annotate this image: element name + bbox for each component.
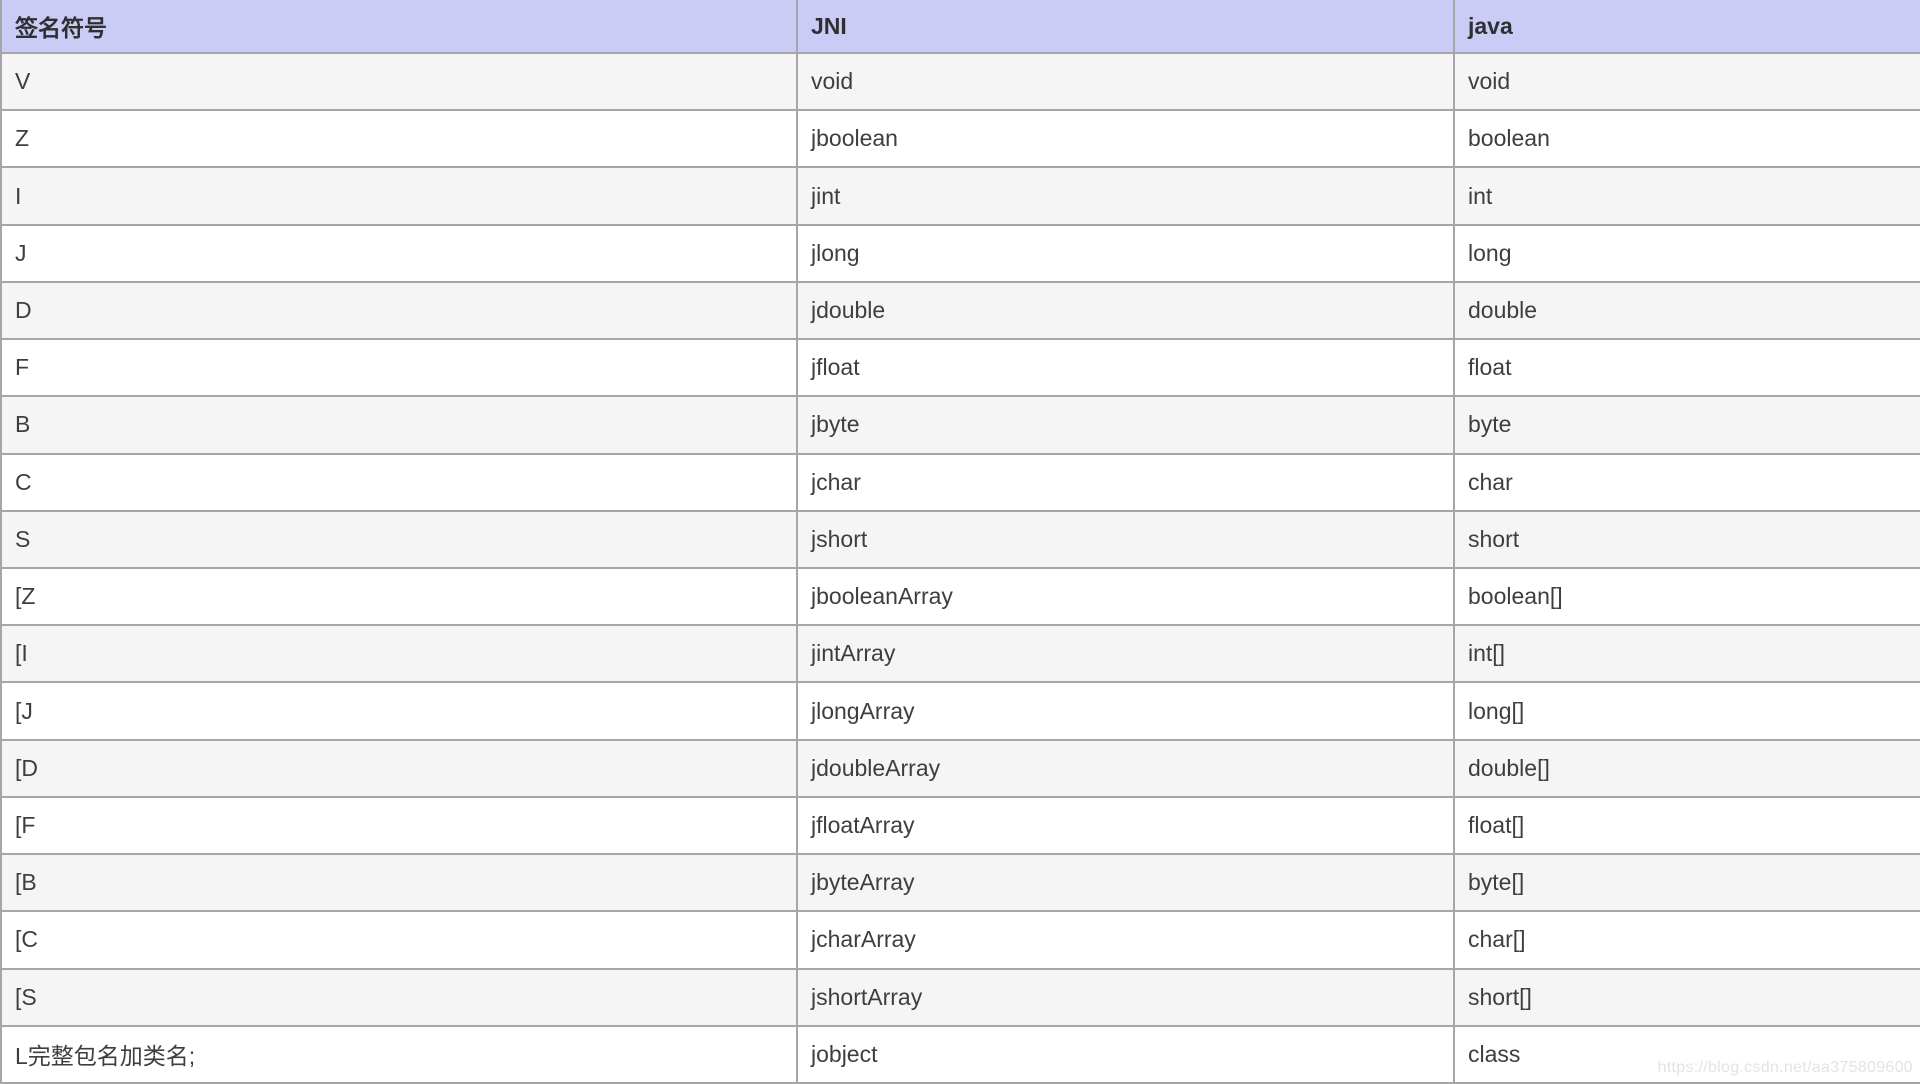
cell-java: boolean [1455, 111, 1920, 169]
col-header-signature: 签名符号 [0, 0, 798, 54]
cell-signature: [B [0, 855, 798, 913]
cell-java: long[] [1455, 683, 1920, 741]
cell-signature: [S [0, 969, 798, 1027]
cell-java: float[] [1455, 797, 1920, 856]
cell-signature: L完整包名加类名; [0, 1026, 798, 1084]
cell-java: int[] [1455, 626, 1920, 684]
cell-java: char [1455, 454, 1920, 512]
cell-jni: jboolean [798, 111, 1455, 169]
cell-jni: jintArray [798, 626, 1455, 684]
cell-signature: [F [0, 797, 798, 856]
cell-java: byte[] [1455, 855, 1920, 913]
cell-java: class [1455, 1026, 1920, 1084]
cell-java: double[] [1455, 740, 1920, 798]
cell-java: float [1455, 340, 1920, 398]
cell-java: byte [1455, 397, 1920, 455]
cell-signature: S [0, 511, 798, 569]
cell-jni: void [798, 54, 1455, 112]
cell-signature: [D [0, 740, 798, 798]
cell-jni: jint [798, 168, 1455, 226]
cell-signature: Z [0, 111, 798, 169]
cell-java: short[] [1455, 969, 1920, 1027]
cell-jni: jcharArray [798, 912, 1455, 970]
cell-signature: F [0, 340, 798, 398]
cell-signature: J [0, 225, 798, 283]
cell-jni: jbyteArray [798, 855, 1455, 913]
cell-jni: jfloat [798, 340, 1455, 398]
cell-jni: jchar [798, 454, 1455, 512]
cell-signature: D [0, 282, 798, 341]
cell-java: short [1455, 511, 1920, 569]
cell-signature: B [0, 397, 798, 455]
cell-jni: jbyte [798, 397, 1455, 455]
cell-signature: C [0, 454, 798, 512]
cell-java: long [1455, 225, 1920, 283]
cell-jni: jfloatArray [798, 797, 1455, 856]
cell-java: boolean[] [1455, 568, 1920, 627]
cell-jni: jdouble [798, 282, 1455, 341]
col-header-java: java [1455, 0, 1920, 54]
cell-java: double [1455, 282, 1920, 341]
cell-signature: [I [0, 626, 798, 684]
cell-signature: [C [0, 912, 798, 970]
cell-jni: jshortArray [798, 969, 1455, 1027]
cell-java: char[] [1455, 912, 1920, 970]
cell-jni: jlong [798, 225, 1455, 283]
cell-signature: [J [0, 683, 798, 741]
cell-signature: I [0, 168, 798, 226]
cell-signature: V [0, 54, 798, 112]
cell-java: void [1455, 54, 1920, 112]
cell-jni: jobject [798, 1026, 1455, 1084]
cell-java: int [1455, 168, 1920, 226]
col-header-jni: JNI [798, 0, 1455, 54]
cell-jni: jshort [798, 511, 1455, 569]
cell-signature: [Z [0, 568, 798, 627]
cell-jni: jbooleanArray [798, 568, 1455, 627]
cell-jni: jdoubleArray [798, 740, 1455, 798]
cell-jni: jlongArray [798, 683, 1455, 741]
